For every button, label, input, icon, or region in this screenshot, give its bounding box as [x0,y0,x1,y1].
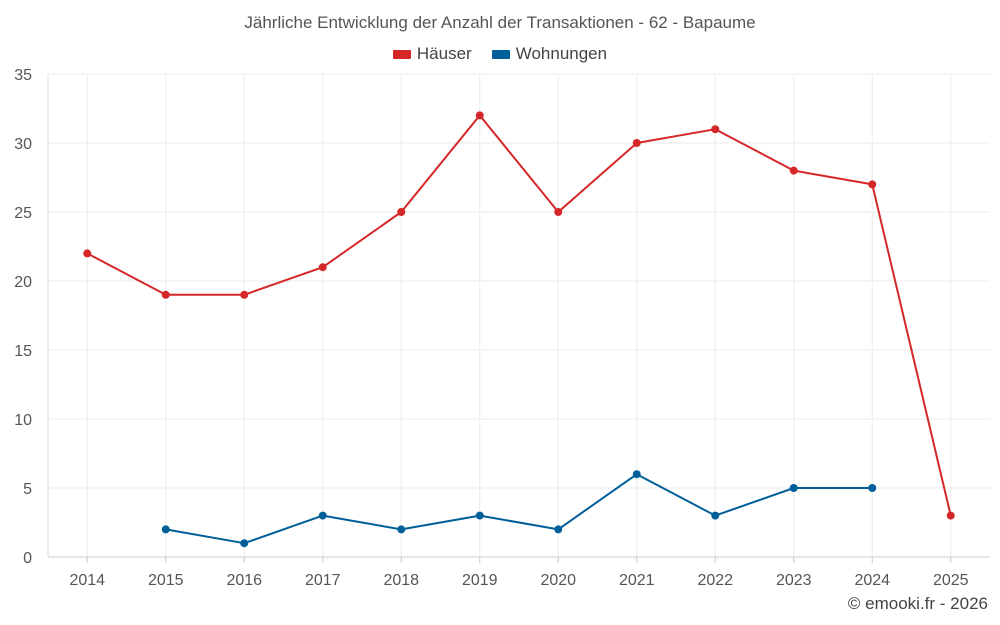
data-point-wohnungen [161,525,170,534]
data-point-haeuser [83,249,92,258]
data-point-wohnungen [318,511,327,520]
legend-label-haeuser: Häuser [416,44,472,63]
x-tick-label: 2023 [776,572,812,589]
data-point-haeuser [868,180,877,189]
x-tick-label: 2019 [462,572,498,589]
data-point-wohnungen [475,511,484,520]
x-tick-label: 2015 [148,572,184,589]
data-point-wohnungen [632,470,641,479]
data-point-haeuser [711,125,720,134]
data-point-wohnungen [554,525,563,534]
y-tick-label: 20 [14,274,32,291]
y-tick-label: 0 [23,550,32,567]
data-point-wohnungen [711,511,720,520]
x-tick-label: 2020 [540,572,576,589]
data-point-haeuser [946,511,955,520]
data-point-wohnungen [240,539,249,548]
data-point-wohnungen [397,525,406,534]
data-point-haeuser [318,263,327,272]
legend-swatch-haeuser [392,49,411,59]
y-tick-label: 15 [14,343,32,360]
y-tick-label: 10 [14,412,32,429]
y-tick-label: 35 [14,67,32,84]
data-point-haeuser [632,139,641,147]
x-tick-label: 2018 [383,572,419,589]
legend-item-haeuser[interactable]: Häuser [392,44,472,64]
data-point-wohnungen [789,484,798,492]
data-point-haeuser [789,166,798,175]
data-point-wohnungen [868,484,877,492]
x-tick-label: 2024 [854,572,890,589]
data-point-haeuser [554,208,563,216]
series-line-wohnungen [165,473,873,545]
x-tick-label: 2016 [226,572,262,589]
data-point-haeuser [397,208,406,216]
x-tick-label: 2021 [619,572,655,589]
chart-title: Jährliche Entwicklung der Anzahl der Tra… [244,13,756,32]
x-tick-label: 2017 [305,572,341,589]
data-point-haeuser [240,290,249,299]
legend-swatch-wohnungen [491,49,510,59]
y-tick-label: 25 [14,205,32,222]
legend-label-wohnungen: Wohnungen [515,44,608,63]
x-tick-label: 2025 [933,572,969,589]
y-tick-label: 5 [23,481,32,498]
legend-item-wohnungen[interactable]: Wohnungen [491,44,608,64]
x-tick-label: 2014 [69,572,105,589]
credit-text: © emooki.fr - 2026 [847,594,988,613]
data-point-haeuser [161,290,170,299]
series-line-haeuser [86,114,952,516]
data-point-haeuser [475,111,484,120]
y-tick-label: 30 [14,136,32,153]
x-tick-label: 2022 [697,572,733,589]
legend: Häuser Wohnungen [0,44,1000,64]
